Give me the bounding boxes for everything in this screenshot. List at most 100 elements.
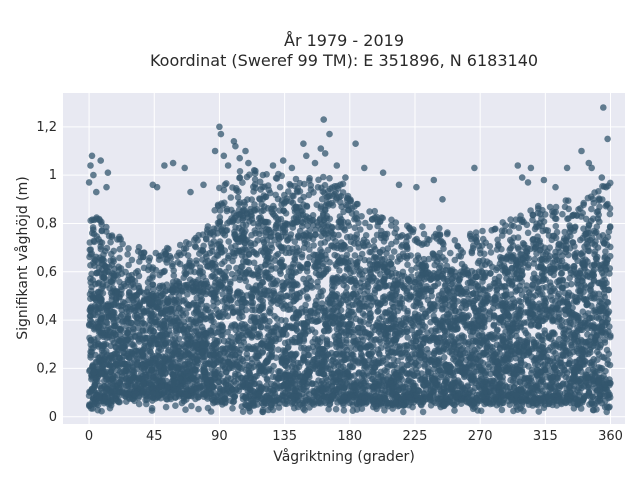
scatter-point	[274, 315, 281, 322]
scatter-point	[480, 275, 487, 282]
scatter-point	[280, 207, 287, 214]
scatter-point	[607, 211, 614, 218]
scatter-point	[405, 356, 412, 363]
scatter-point	[607, 223, 614, 230]
scatter-point	[585, 338, 592, 345]
scatter-point	[452, 402, 459, 409]
scatter-point	[184, 366, 191, 373]
scatter-point	[277, 270, 284, 277]
scatter-point	[604, 347, 611, 354]
scatter-point	[289, 324, 296, 331]
scatter-point	[605, 234, 612, 241]
scatter-point	[554, 257, 561, 264]
scatter-point	[368, 314, 375, 321]
scatter-point	[416, 329, 423, 336]
scatter-point	[556, 316, 563, 323]
scatter-point	[587, 237, 594, 244]
scatter-point	[442, 379, 449, 386]
scatter-point	[164, 281, 171, 288]
scatter-point	[454, 324, 461, 331]
scatter-point	[253, 251, 260, 258]
scatter-point	[320, 288, 327, 295]
scatter-point	[493, 267, 500, 274]
scatter-point	[526, 350, 533, 357]
scatter-point	[404, 261, 411, 268]
scatter-point	[87, 275, 94, 282]
scatter-point	[222, 304, 229, 311]
scatter-point	[494, 341, 501, 348]
scatter-point	[332, 261, 339, 268]
scatter-point	[432, 328, 439, 335]
scatter-point	[121, 300, 128, 307]
scatter-point	[413, 366, 420, 373]
scatter-point	[446, 349, 453, 356]
scatter-point	[313, 301, 320, 308]
scatter-point	[470, 290, 477, 297]
scatter-point	[585, 244, 592, 251]
scatter-point	[604, 361, 611, 368]
scatter-point	[347, 246, 354, 253]
scatter-point	[273, 324, 280, 331]
scatter-point	[404, 362, 411, 369]
scatter-point	[570, 271, 577, 278]
scatter-point	[149, 335, 156, 342]
scatter-point	[472, 297, 479, 304]
scatter-point	[129, 341, 136, 348]
scatter-point	[555, 245, 562, 252]
scatter-point	[87, 305, 94, 312]
scatter-point	[359, 251, 366, 258]
scatter-point	[547, 373, 554, 380]
scatter-point	[357, 319, 364, 326]
scatter-point	[532, 345, 539, 352]
scatter-point	[88, 288, 95, 295]
scatter-point	[268, 242, 275, 249]
scatter-point	[275, 368, 282, 375]
scatter-point	[379, 313, 386, 320]
scatter-point	[224, 220, 231, 227]
scatter-point	[250, 344, 257, 351]
scatter-point	[502, 329, 509, 336]
scatter-point	[552, 350, 559, 357]
scatter-point	[314, 279, 321, 286]
scatter-point	[317, 247, 324, 254]
scatter-point	[401, 283, 408, 290]
scatter-point	[545, 347, 552, 354]
chart-title: År 1979 - 2019	[284, 31, 404, 50]
scatter-point	[223, 227, 230, 234]
scatter-point	[92, 281, 99, 288]
scatter-point	[243, 222, 250, 229]
scatter-point	[388, 254, 395, 261]
scatter-point	[452, 308, 459, 315]
scatter-point	[524, 344, 531, 351]
scatter-point	[607, 244, 614, 251]
scatter-point	[105, 302, 112, 309]
scatter-point	[448, 364, 455, 371]
scatter-point	[404, 334, 411, 341]
scatter-point	[441, 354, 448, 361]
scatter-point	[324, 223, 331, 230]
scatter-point	[558, 270, 565, 277]
scatter-point	[336, 267, 343, 274]
scatter-point	[459, 345, 466, 352]
scatter-point	[215, 311, 222, 318]
scatter-point	[226, 296, 233, 303]
scatter-point	[383, 283, 390, 290]
scatter-point	[590, 343, 597, 350]
scatter-point	[371, 378, 378, 385]
scatter-point	[487, 270, 494, 277]
chart-subtitle: Koordinat (Sweref 99 TM): E 351896, N 61…	[150, 51, 538, 70]
scatter-point	[451, 296, 458, 303]
scatter-point	[264, 375, 271, 382]
scatter-point	[263, 229, 270, 236]
scatter-point	[592, 248, 599, 255]
scatter-point	[528, 375, 535, 382]
scatter-point	[318, 240, 325, 247]
scatter-point	[216, 268, 223, 275]
scatter-point	[549, 297, 556, 304]
scatter-point	[596, 338, 603, 345]
scatter-point	[567, 358, 574, 365]
scatter-point	[584, 331, 591, 338]
scatter-point	[231, 229, 238, 236]
